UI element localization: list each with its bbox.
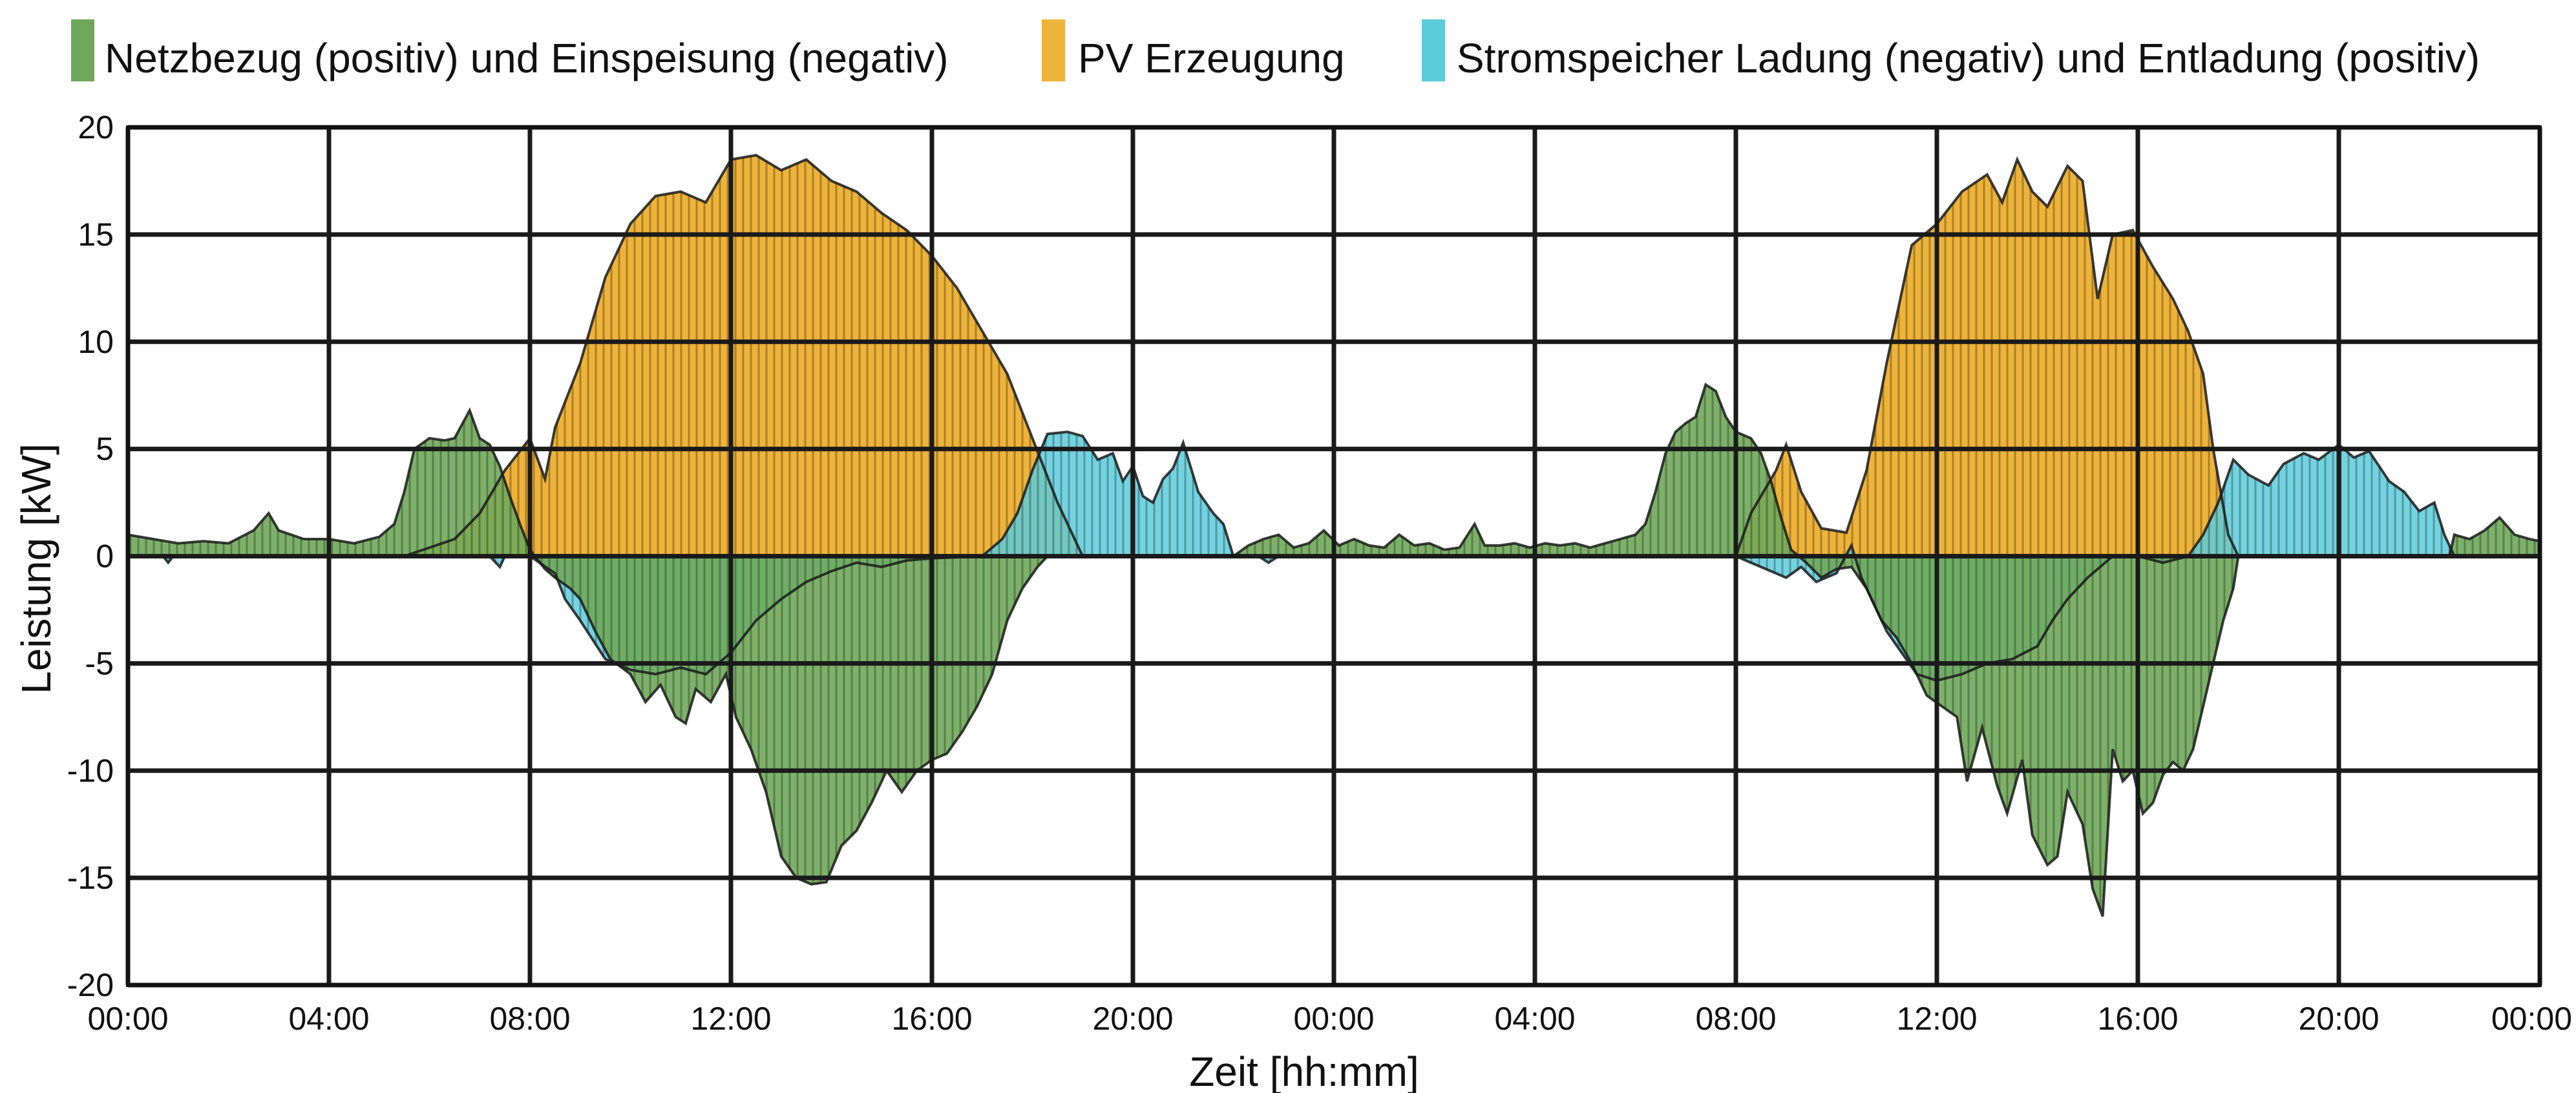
x-tick-label: 16:00 [891, 1001, 972, 1037]
x-tick-label: 00:00 [2491, 1001, 2572, 1037]
plot-outlines [128, 154, 2540, 917]
x-tick-label: 20:00 [2298, 1001, 2379, 1037]
x-tick-label: 08:00 [1695, 1001, 1776, 1037]
x-tick-label: 04:00 [1494, 1001, 1575, 1037]
y-tick-label: 0 [96, 538, 114, 575]
legend-swatch-storage [1422, 19, 1445, 81]
x-tick-label: 12:00 [690, 1001, 771, 1037]
y-tick-label: 15 [78, 217, 114, 253]
x-tick-label: 16:00 [2097, 1001, 2178, 1037]
y-tick-labels: 20 15 10 5 0 -5 -10 -15 -20 [67, 109, 114, 1003]
y-tick-label: -20 [67, 967, 114, 1003]
x-tick-label: 08:00 [489, 1001, 570, 1037]
legend-swatch-grid [71, 19, 94, 81]
series-outline-grid-area [128, 383, 2540, 917]
series-grid-area [128, 385, 2540, 917]
x-tick-label: 00:00 [87, 1001, 168, 1037]
legend-label-storage: Stromspeicher Ladung (negativ) und Entla… [1457, 35, 2480, 81]
x-tick-label: 12:00 [1896, 1001, 1977, 1037]
x-axis-label: Zeit [hh:mm] [1189, 1048, 1419, 1093]
y-tick-label: -10 [67, 752, 114, 789]
y-tick-label: 10 [78, 324, 114, 360]
legend-label-grid: Netzbezug (positiv) und Einspeisung (neg… [105, 35, 949, 81]
x-tick-label: 00:00 [1293, 1001, 1374, 1037]
y-tick-label: -15 [67, 860, 114, 896]
plot-frame [126, 125, 2542, 987]
legend-label-pv: PV Erzeugung [1078, 35, 1345, 81]
legend-swatch-pv [1042, 19, 1065, 81]
x-tick-label: 20:00 [1092, 1001, 1173, 1037]
y-tick-label: 20 [78, 109, 114, 145]
y-tick-label: 5 [96, 431, 114, 467]
series-outline-storage-area [128, 430, 2540, 682]
legend: Netzbezug (positiv) und Einspeisung (neg… [71, 19, 2480, 81]
x-tick-label: 04:00 [288, 1001, 369, 1037]
legend-item-storage: Stromspeicher Ladung (negativ) und Entla… [1422, 19, 2480, 81]
legend-item-pv: PV Erzeugung [1042, 19, 1345, 81]
y-axis-label: Leistung [kW] [13, 443, 59, 694]
x-tick-labels: 00:00 04:00 08:00 12:00 16:00 20:00 00:00 04:00… [87, 1001, 2572, 1037]
y-tick-label: -5 [85, 645, 114, 681]
legend-item-grid: Netzbezug (positiv) und Einspeisung (neg… [71, 19, 949, 81]
